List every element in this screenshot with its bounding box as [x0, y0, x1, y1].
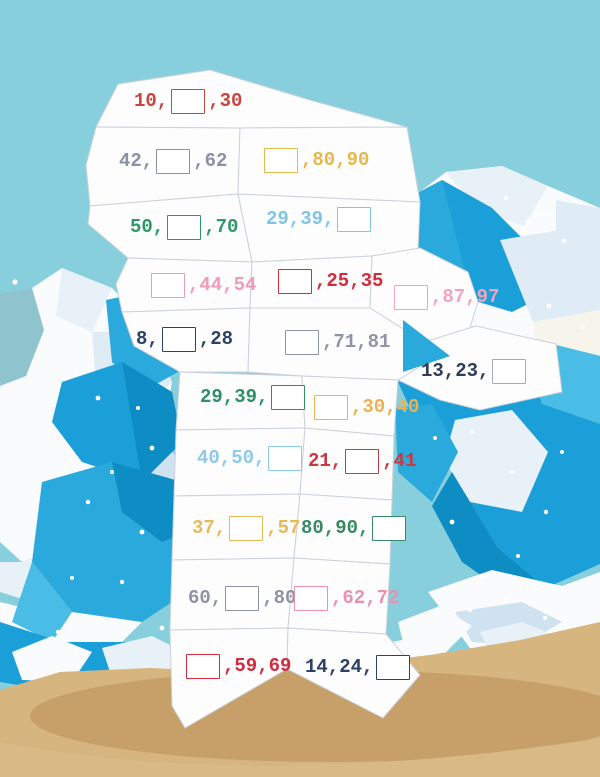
number-sequence: 80,90, — [301, 513, 409, 543]
foam-facet — [446, 166, 548, 226]
number-sequence: 10, ,30 — [134, 86, 242, 116]
figure-cell-right-fin — [286, 627, 421, 719]
answer-box[interactable] — [264, 147, 298, 173]
sequence-text: 40,50, — [197, 447, 266, 469]
number-sequence: ,62,72 — [291, 583, 399, 613]
answer-box[interactable] — [278, 268, 312, 294]
foam-facet — [556, 200, 600, 264]
sequence-text: 29,39, — [266, 208, 335, 230]
answer-box[interactable] — [285, 329, 319, 355]
answer-box[interactable] — [156, 148, 191, 174]
sequence-text: ,57 — [266, 517, 301, 539]
sequence-text: ,30 — [208, 90, 243, 112]
sequence-text: ,30,40 — [351, 396, 420, 418]
answer-box[interactable] — [151, 272, 185, 298]
number-sequence: 29,39, — [200, 382, 308, 412]
number-sequence: ,80,90 — [261, 145, 369, 175]
answer-box[interactable] — [394, 284, 428, 310]
answer-box[interactable] — [268, 445, 303, 471]
number-sequence: 50, ,70 — [130, 212, 238, 242]
number-sequence: 40,50, — [197, 443, 305, 473]
sequence-text: ,59,69 — [223, 655, 292, 677]
wave-facet — [0, 288, 44, 386]
number-sequence: 14,24, — [305, 652, 413, 682]
number-sequence: ,59,69 — [183, 651, 291, 681]
sequence-text: 13,23, — [421, 360, 490, 382]
sequence-text: ,70 — [204, 216, 239, 238]
sequence-text: ,25,35 — [315, 270, 384, 292]
sequence-text: 37, — [192, 517, 227, 539]
number-sequence: ,44,54 — [148, 270, 256, 300]
sequence-text: ,62,72 — [331, 587, 400, 609]
answer-box[interactable] — [376, 654, 411, 680]
answer-box[interactable] — [492, 358, 527, 384]
answer-box[interactable] — [229, 515, 264, 541]
sequence-text: ,87,97 — [431, 286, 500, 308]
foam-facet — [56, 268, 112, 332]
sequence-text: ,28 — [198, 328, 234, 350]
answer-box[interactable] — [186, 653, 220, 679]
sequence-text: 60, — [188, 587, 223, 609]
sequence-text: ,80 — [262, 587, 297, 609]
sequence-text: 10, — [134, 90, 169, 112]
number-sequence: 37, ,57 — [192, 513, 300, 543]
number-sequence: 60, ,80 — [188, 583, 296, 613]
figure-cell — [397, 325, 563, 411]
ice-chunk — [12, 636, 92, 682]
answer-box[interactable] — [337, 206, 372, 232]
wave-facet — [122, 362, 182, 482]
answer-box[interactable] — [372, 515, 407, 541]
answer-box[interactable] — [345, 448, 380, 474]
number-sequence: ,71,81 — [282, 327, 390, 357]
sequence-text: 50, — [130, 216, 165, 238]
number-sequence: 8, ,28 — [136, 324, 233, 354]
sequence-text: 21, — [308, 450, 343, 472]
answer-box[interactable] — [294, 585, 328, 611]
foam-facet — [500, 230, 600, 322]
answer-box[interactable] — [171, 88, 206, 114]
sequence-text: ,80,90 — [301, 149, 370, 171]
foam-facet — [444, 410, 548, 512]
answer-box[interactable] — [271, 384, 306, 410]
wave-facet — [12, 562, 72, 642]
sand-foreground — [0, 738, 600, 777]
sequence-text: 29,39, — [200, 386, 269, 408]
sequence-text: ,41 — [382, 450, 417, 472]
sequence-text: ,71,81 — [322, 331, 391, 353]
sequence-text: 14,24, — [305, 656, 374, 678]
number-sequence: 13,23, — [421, 356, 529, 386]
number-sequence: ,87,97 — [391, 282, 499, 312]
number-sequence: 29,39, — [266, 204, 374, 234]
number-sequence: 42, ,62 — [119, 146, 227, 176]
number-sequence: 21, ,41 — [308, 446, 416, 476]
figure-cell-left-fin — [169, 627, 289, 729]
number-sequence: ,30,40 — [311, 392, 419, 422]
sequence-text: 80,90, — [301, 517, 370, 539]
sequence-text: ,44,54 — [188, 274, 257, 296]
wave-notch — [403, 320, 450, 372]
sequence-text: ,62 — [193, 150, 228, 172]
answer-box[interactable] — [161, 326, 196, 352]
number-sequence: ,25,35 — [275, 266, 383, 296]
wave-facet — [432, 472, 546, 604]
answer-box[interactable] — [314, 394, 348, 420]
answer-box[interactable] — [225, 585, 260, 611]
wave-facet — [395, 404, 458, 502]
answer-box[interactable] — [167, 214, 202, 240]
sequence-text: 42, — [119, 150, 154, 172]
sequence-text: 8, — [136, 328, 159, 350]
